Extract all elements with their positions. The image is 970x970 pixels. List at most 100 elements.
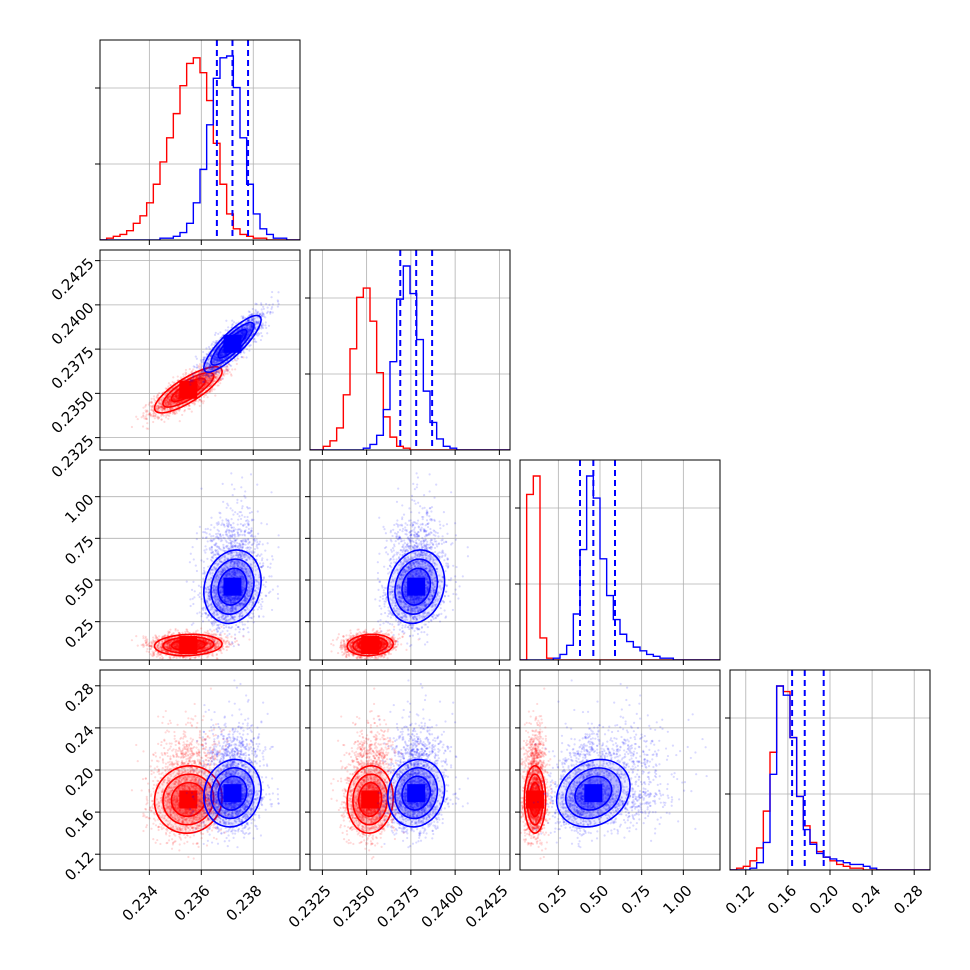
sample-point bbox=[208, 368, 211, 371]
sample-point bbox=[172, 398, 175, 401]
sample-point bbox=[155, 407, 158, 411]
sample-point bbox=[215, 353, 218, 356]
sample-point bbox=[161, 413, 164, 416]
sample-point bbox=[241, 336, 244, 339]
sample-point bbox=[213, 357, 216, 360]
sample-point bbox=[245, 327, 249, 330]
sample-point bbox=[248, 314, 251, 317]
sample-point bbox=[204, 383, 208, 387]
sample-point bbox=[167, 409, 170, 412]
sample-point bbox=[175, 396, 178, 399]
sample-point bbox=[175, 394, 178, 397]
sample-point bbox=[215, 375, 218, 378]
sample-point bbox=[168, 395, 171, 398]
sample-point bbox=[242, 332, 246, 335]
sample-point bbox=[172, 376, 175, 379]
sample-point bbox=[200, 371, 203, 374]
sample-point bbox=[220, 359, 223, 362]
sample-point bbox=[206, 381, 209, 384]
sample-point bbox=[190, 371, 193, 374]
sample-point bbox=[198, 371, 201, 374]
sample-point bbox=[176, 405, 180, 408]
sample-point bbox=[222, 373, 225, 376]
sample-point bbox=[179, 400, 182, 404]
sample-point bbox=[210, 342, 214, 345]
sample-point bbox=[246, 328, 250, 331]
sample-point bbox=[154, 406, 158, 409]
sample-point bbox=[234, 640, 237, 643]
sample-point bbox=[155, 395, 159, 398]
sample-point bbox=[200, 381, 203, 384]
sample-point bbox=[176, 392, 179, 395]
sample-point bbox=[241, 335, 244, 338]
sample-point bbox=[177, 645, 180, 648]
sample-point bbox=[150, 646, 153, 649]
sample-point bbox=[208, 390, 211, 393]
sample-point bbox=[250, 326, 253, 329]
sample-point bbox=[236, 357, 239, 360]
sample-point bbox=[248, 328, 251, 331]
sample-point bbox=[170, 640, 173, 643]
sample-point bbox=[221, 353, 224, 356]
sample-point bbox=[215, 359, 219, 362]
sample-point bbox=[177, 401, 180, 404]
sample-point bbox=[215, 370, 218, 373]
sample-point bbox=[169, 384, 172, 387]
sample-point bbox=[230, 374, 233, 377]
sample-point bbox=[240, 331, 243, 334]
sample-point bbox=[210, 642, 213, 646]
sample-point bbox=[223, 632, 226, 636]
sample-point bbox=[226, 368, 229, 371]
density-peak-0 bbox=[179, 380, 198, 399]
sample-point bbox=[216, 359, 219, 362]
sample-point bbox=[212, 340, 215, 343]
sample-point bbox=[170, 402, 173, 405]
sample-point bbox=[248, 329, 251, 332]
sample-point bbox=[219, 354, 222, 357]
sample-point bbox=[167, 632, 170, 635]
sample-point bbox=[199, 365, 202, 368]
sample-point bbox=[152, 412, 155, 416]
sample-point bbox=[202, 358, 205, 362]
sample-point bbox=[226, 369, 230, 372]
sample-point bbox=[215, 359, 218, 363]
sample-point bbox=[199, 380, 203, 383]
sample-point bbox=[216, 370, 219, 374]
sample-point bbox=[199, 359, 203, 362]
sample-point bbox=[252, 320, 255, 323]
sample-point bbox=[177, 397, 180, 401]
sample-point bbox=[171, 407, 174, 410]
sample-point bbox=[191, 402, 195, 405]
sample-point bbox=[208, 376, 212, 379]
sample-point bbox=[262, 305, 265, 308]
sample-point bbox=[168, 395, 171, 398]
sample-point bbox=[175, 394, 178, 397]
sample-point bbox=[169, 407, 172, 410]
sample-point bbox=[164, 402, 168, 405]
sample-point bbox=[207, 374, 210, 377]
sample-point bbox=[252, 319, 255, 323]
sample-point bbox=[174, 402, 177, 405]
sample-point bbox=[219, 379, 222, 382]
sample-point bbox=[266, 332, 269, 335]
sample-point bbox=[189, 383, 192, 386]
sample-point bbox=[219, 355, 223, 358]
sample-point bbox=[248, 324, 251, 327]
sample-point bbox=[175, 397, 178, 400]
sample-point bbox=[247, 319, 250, 322]
sample-point bbox=[166, 399, 169, 402]
sample-point bbox=[241, 334, 244, 337]
sample-point bbox=[210, 374, 213, 377]
sample-point bbox=[177, 391, 180, 394]
sample-point bbox=[171, 397, 175, 401]
sample-point bbox=[253, 330, 256, 333]
sample-point bbox=[173, 401, 176, 404]
sample-point bbox=[155, 404, 159, 408]
sample-point bbox=[206, 656, 209, 659]
sample-point bbox=[169, 395, 172, 398]
sample-point bbox=[209, 378, 212, 381]
sample-point bbox=[214, 355, 217, 358]
sample-point bbox=[271, 290, 274, 294]
sample-point bbox=[168, 414, 171, 418]
sample-point bbox=[241, 327, 244, 330]
